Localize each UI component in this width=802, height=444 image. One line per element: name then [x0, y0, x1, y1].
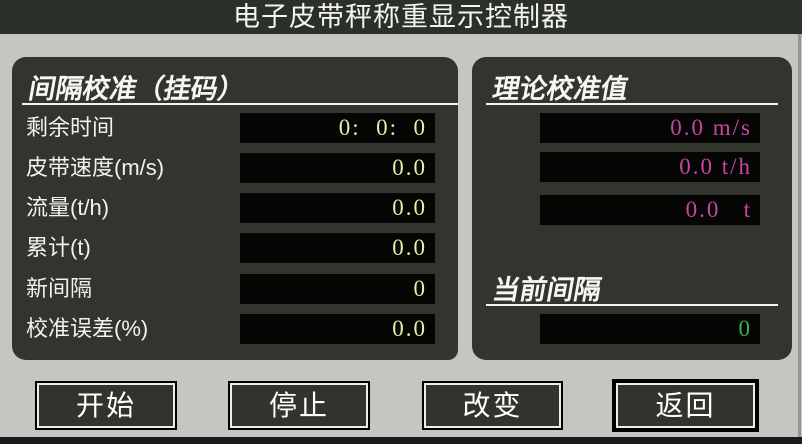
- theoretical-cumulative-display: 0.0 t: [540, 195, 760, 225]
- theoretical-calibration-title: 理论校准值: [490, 74, 631, 104]
- theoretical-calibration-panel: 理论校准值 0.0 m/s 0.0 t/h 0.0 t 当前间隔 0: [472, 57, 792, 360]
- return-button[interactable]: 返回: [616, 383, 755, 428]
- theoretical-flow-display: 0.0 t/h: [540, 152, 760, 182]
- belt-speed-label: 皮带速度(m/s): [26, 155, 165, 180]
- remaining-time-label: 剩余时间: [26, 115, 115, 140]
- new-interval-label: 新间隔: [26, 276, 93, 301]
- screen-right-edge: [798, 34, 801, 437]
- title-bar: 电子皮带秤称重显示控制器: [0, 0, 802, 34]
- header-divider: [22, 103, 458, 105]
- remaining-time-display: 0: 0: 0: [240, 113, 435, 143]
- current-interval-title: 当前间隔: [490, 275, 604, 305]
- start-button[interactable]: 开始: [37, 383, 175, 428]
- interval-calibration-panel: 间隔校准（挂码） 剩余时间 0: 0: 0 皮带速度(m/s) 0.0 流量(t…: [12, 57, 458, 360]
- page-title: 电子皮带秤称重显示控制器: [233, 2, 569, 32]
- stop-button[interactable]: 停止: [230, 383, 368, 428]
- calibration-error-label: 校准误差(%): [26, 316, 149, 341]
- screen-bottom-strip: [0, 437, 802, 444]
- theoretical-speed-display: 0.0 m/s: [540, 113, 760, 143]
- flow-rate-label: 流量(t/h): [26, 195, 110, 220]
- flow-rate-display: 0.0: [240, 193, 435, 223]
- header-divider: [486, 103, 778, 105]
- interval-calibration-title: 间隔校准（挂码）: [26, 74, 248, 104]
- belt-speed-display: 0.0: [240, 153, 435, 183]
- new-interval-display: 0: [240, 274, 435, 304]
- cumulative-display: 0.0: [240, 233, 435, 263]
- header-divider: [486, 304, 778, 306]
- cumulative-label: 累计(t): [26, 235, 91, 260]
- current-interval-display: 0: [540, 314, 760, 344]
- change-button[interactable]: 改变: [424, 383, 561, 428]
- calibration-error-display: 0.0: [240, 314, 435, 344]
